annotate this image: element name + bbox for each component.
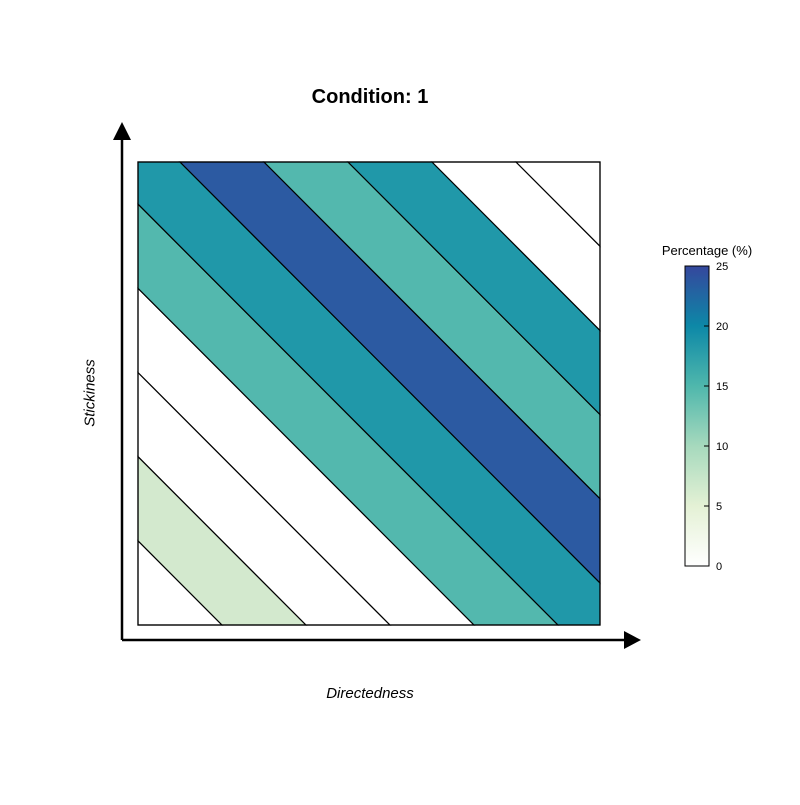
colorbar-ticks: 0 5 10 15 20 25 [704, 261, 728, 573]
colorbar: 0 5 10 15 20 25 [684, 261, 728, 573]
x-axis-arrow [122, 631, 641, 649]
plot-frame [137, 161, 601, 626]
colorbar-tick-label: 5 [716, 501, 722, 513]
colorbar-tick-label: 10 [716, 441, 728, 453]
chart-title: Condition: 1 [311, 86, 429, 108]
colorbar-title: Percentage (%) [661, 243, 753, 258]
colorbar-gradient [684, 265, 710, 567]
colorbar-tick-label: 20 [716, 321, 728, 333]
colorbar-tick-label: 25 [716, 261, 728, 273]
y-axis-arrow [113, 122, 131, 640]
y-axis-label: Stickiness [81, 359, 99, 427]
colorbar-tick-label: 15 [716, 381, 728, 393]
x-axis-label: Directedness [326, 685, 414, 702]
diagonal-bands [137, 161, 601, 626]
colorbar-tick-label: 0 [716, 561, 722, 573]
